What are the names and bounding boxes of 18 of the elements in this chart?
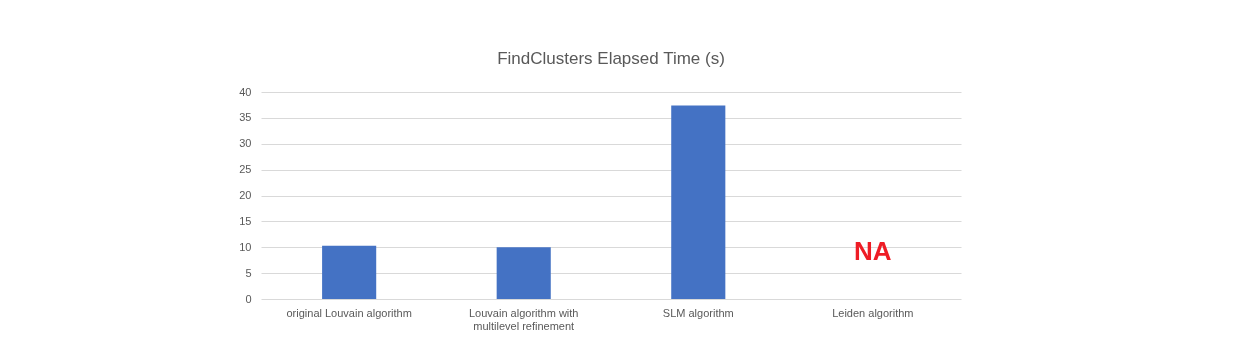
bar xyxy=(322,245,377,299)
annotation: NA xyxy=(854,236,892,266)
y-tick-label: 10 xyxy=(239,240,252,253)
y-tick-label: 25 xyxy=(239,163,252,176)
chart-title: FindClusters Elapsed Time (s) xyxy=(497,49,725,68)
bar xyxy=(671,105,726,299)
y-tick-label: 5 xyxy=(245,266,252,279)
y-tick-label: 20 xyxy=(239,189,252,201)
x-tick-label: original Louvain algorithm xyxy=(286,306,412,319)
bar xyxy=(496,247,551,299)
x-tick-label: Leiden algorithm xyxy=(832,306,914,319)
y-tick-label: 35 xyxy=(239,111,252,124)
x-tick-label: SLM algorithm xyxy=(662,306,734,319)
y-tick-label: 40 xyxy=(239,85,252,98)
y-tick-label: 15 xyxy=(239,214,252,227)
y-tick-label: 30 xyxy=(239,137,252,150)
y-tick-label: 0 xyxy=(245,292,252,305)
x-tick-label: Louvain algorithm with multilevel refinement xyxy=(468,306,579,332)
